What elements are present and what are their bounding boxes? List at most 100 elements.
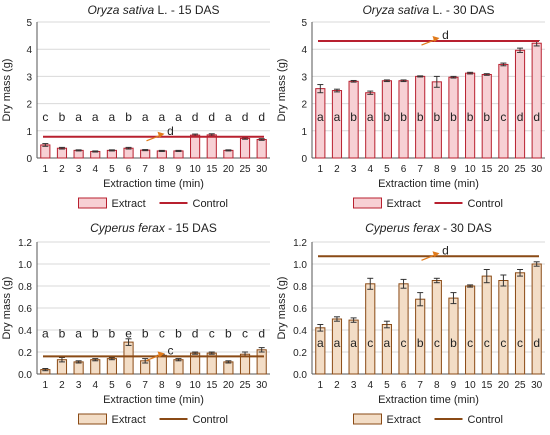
panel2-x-axis-label: Extraction time (min) [378, 178, 479, 190]
panel2-y-tick-label: 1 [301, 127, 307, 138]
panel1-y-tick-label: 3 [26, 72, 32, 83]
panel4-x-tick-label: 4 [367, 380, 373, 391]
panel2-x-tick-label: 4 [367, 164, 373, 175]
panel3-x-tick-label: 8 [159, 380, 165, 391]
panel1-significance-letter: a [109, 110, 116, 124]
panel4-bar [531, 263, 542, 375]
panel3-bar [156, 354, 167, 375]
panel3-significance-letter: b [92, 326, 99, 340]
panel1-x-tick-label: 4 [92, 164, 98, 175]
panel2-significance-letter: b [384, 110, 391, 124]
panel1-x-tick-label: 15 [206, 164, 218, 175]
panel1-bar [123, 147, 134, 159]
panel2-control-letter: d [442, 28, 449, 42]
panel4-x-tick-label: 10 [465, 380, 477, 391]
panel1-x-axis-label: Extraction time (min) [103, 178, 204, 190]
panel1-significance-letter: a [225, 110, 232, 124]
panel1-significance-letter: d [192, 110, 199, 124]
panel4-x-tick-label: 2 [334, 380, 340, 391]
panel3-x-tick-label: 15 [206, 380, 218, 391]
panel4-x-tick-label: 9 [451, 380, 457, 391]
panel1-bar [239, 137, 251, 159]
panel1-title-stage: L. - 15 DAS [154, 3, 219, 17]
panel2-significance-letter: a [334, 110, 341, 124]
panel3-x-tick-label: 1 [43, 380, 49, 391]
panel4-title: Cyperus ferax - 30 DAS [365, 221, 492, 235]
panel1-bar [223, 149, 234, 159]
panel2-x-tick-label: 25 [514, 164, 526, 175]
panel2-title: Oryza sativa L. - 30 DAS [362, 3, 494, 17]
panel4-y-tick-label: 0.6 [293, 304, 307, 315]
panel1-bar [40, 144, 51, 159]
panel3-significance-letter: b [175, 326, 182, 340]
panel3-title-species: Cyperus ferax [90, 221, 166, 235]
panel1-bar [190, 134, 201, 159]
panel4-y-tick-label: 0.0 [293, 370, 307, 381]
panel3-significance-letter: a [42, 326, 49, 340]
panel4-significance-letter: c [484, 336, 490, 350]
panel4-significance-letter: c [467, 336, 473, 350]
panel1-x-tick-label: 10 [190, 164, 202, 175]
panel4-x-tick-label: 8 [434, 380, 440, 391]
panel2-bar [365, 92, 376, 159]
panel4-x-tick-label: 3 [351, 380, 357, 391]
panel1-x-tick-label: 20 [223, 164, 235, 175]
panel2-control-arrow [421, 38, 436, 46]
panel3-control-arrow [146, 354, 161, 361]
panel3-y-tick-label: 0.8 [18, 282, 32, 293]
panel3-significance-letter: d [258, 326, 265, 340]
panel1-significance-letter: a [158, 110, 165, 124]
panel1-y-tick-label: 2 [26, 100, 32, 111]
panel3-x-tick-label: 30 [256, 380, 268, 391]
panel2-x-tick-label: 7 [417, 164, 423, 175]
panel2-significance-letter: b [350, 110, 357, 124]
panel2-significance-letter: b [483, 110, 490, 124]
panel1-x-tick-label: 7 [142, 164, 148, 175]
panel3-x-tick-label: 7 [142, 380, 148, 391]
panel4-bar [481, 275, 492, 375]
panel1-bar [73, 149, 84, 159]
panel3-x-tick-label: 5 [109, 380, 115, 391]
panel3-y-axis-label: Dry mass (g) [1, 277, 13, 340]
panel2-x-tick-label: 3 [351, 164, 357, 175]
panel4-bar [465, 285, 476, 375]
panel3-significance-letter: c [242, 326, 248, 340]
panel2-y-tick-label: 5 [301, 18, 307, 29]
panel1-control-arrow-head [157, 131, 165, 138]
panel3-bar [123, 341, 134, 375]
panel4-x-tick-label: 20 [498, 380, 510, 391]
panel1-bar [106, 149, 117, 159]
panel1-title-species: Oryza sativa [87, 3, 154, 17]
panel4-title-species: Cyperus ferax [365, 221, 441, 235]
panel4-bar [514, 272, 526, 375]
panel3-x-tick-label: 20 [223, 380, 235, 391]
panel4-significance-letter: a [384, 336, 391, 350]
panel2-x-tick-label: 10 [465, 164, 477, 175]
panel3-x-tick-label: 4 [92, 380, 98, 391]
panel4-significance-letter: c [500, 336, 506, 350]
panel3-y-tick-label: 1.0 [18, 260, 32, 271]
panel4-significance-letter: c [401, 336, 407, 350]
panel4-y-tick-label: 1.2 [293, 238, 307, 249]
panel4-x-tick-label: 15 [481, 380, 493, 391]
panel1-x-tick-label: 3 [76, 164, 82, 175]
panel3-y-tick-label: 1.2 [18, 238, 32, 249]
panel3-x-tick-label: 3 [76, 380, 82, 391]
panel1-bar [173, 150, 184, 159]
panel1-bar [206, 134, 217, 159]
panel3-significance-letter: b [225, 326, 232, 340]
panel1-significance-letter: d [208, 110, 215, 124]
panel2-x-tick-label: 2 [334, 164, 340, 175]
panel3-significance-letter: c [159, 326, 165, 340]
panel3-significance-letter: b [142, 326, 149, 340]
panel4-significance-letter: b [417, 336, 424, 350]
panel4-significance-letter: a [334, 336, 341, 350]
panel2-legend-control-label: Control [468, 198, 503, 210]
panel4-x-tick-label: 7 [417, 380, 423, 391]
panel2-bar [331, 90, 343, 159]
panel1-y-axis-label: Dry mass (g) [1, 59, 13, 122]
panel4-y-tick-label: 0.4 [293, 326, 307, 337]
panel2-significance-letter: d [517, 110, 524, 124]
panel1-x-tick-label: 9 [176, 164, 182, 175]
